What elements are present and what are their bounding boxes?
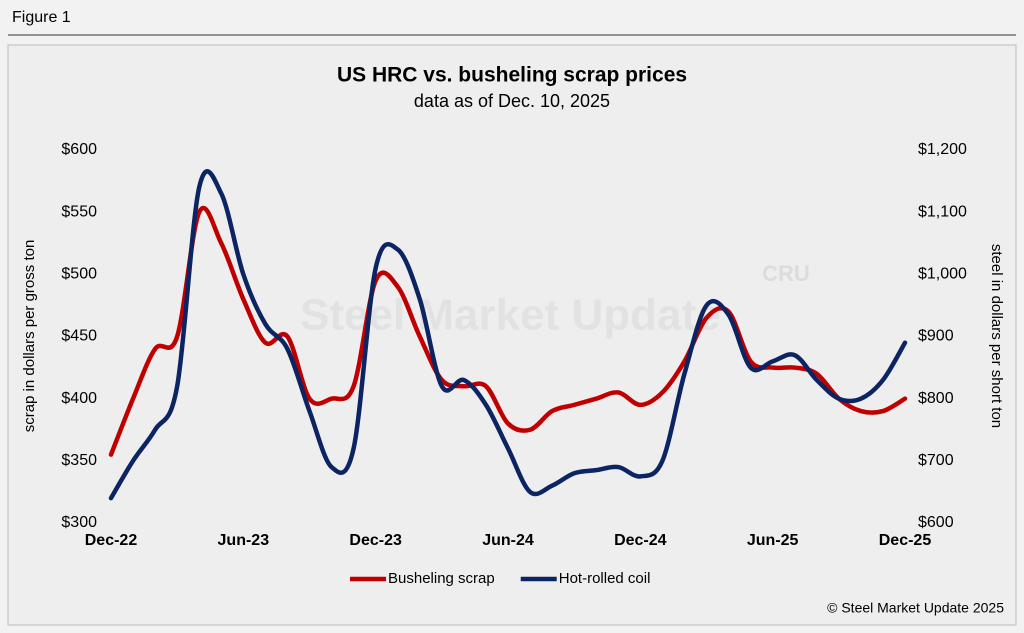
- series-line: [108, 205, 908, 457]
- y-tick-label: $500: [61, 266, 97, 283]
- chart-subtitle: data as of Dec. 10, 2025: [414, 91, 610, 111]
- y-axis-label: scrap in dollars per gross ton: [21, 240, 38, 433]
- legend-label: Busheling scrap: [388, 570, 495, 587]
- y2-tick-label: $900: [918, 328, 954, 345]
- x-tick-label: Dec-24: [614, 532, 667, 549]
- chart-title: US HRC vs. busheling scrap prices: [337, 64, 687, 87]
- y-tick-label: $550: [61, 203, 97, 220]
- legend-label: Hot-rolled coil: [559, 570, 651, 587]
- x-tick-label: Dec-25: [879, 532, 932, 549]
- y-tick-label: $450: [61, 328, 97, 345]
- y2-tick-label: $700: [918, 452, 954, 469]
- x-tick-label: Jun-24: [482, 532, 534, 549]
- y-tick-label: $300: [61, 514, 97, 531]
- y2-tick-label: $600: [918, 514, 954, 531]
- y2-axis-label: steel in dollars per short ton: [988, 244, 1005, 428]
- y2-tick-label: $1,100: [918, 203, 967, 220]
- figure-label: Figure 1: [12, 9, 71, 26]
- x-tick-label: Dec-23: [349, 532, 402, 549]
- watermark-logo: CRU: [762, 261, 810, 286]
- y-tick-label: $350: [61, 452, 97, 469]
- x-tick-label: Jun-23: [218, 532, 270, 549]
- x-tick-label: Jun-25: [747, 532, 799, 549]
- source: © Steel Market Update 2025: [827, 600, 1004, 616]
- y2-tick-label: $1,200: [918, 141, 967, 158]
- y-tick-label: $400: [61, 390, 97, 407]
- y2-tick-label: $1,000: [918, 266, 967, 283]
- y-tick-label: $600: [61, 141, 97, 158]
- series-line: [108, 169, 908, 501]
- x-tick-label: Dec-22: [85, 532, 138, 549]
- y2-tick-label: $800: [918, 390, 954, 407]
